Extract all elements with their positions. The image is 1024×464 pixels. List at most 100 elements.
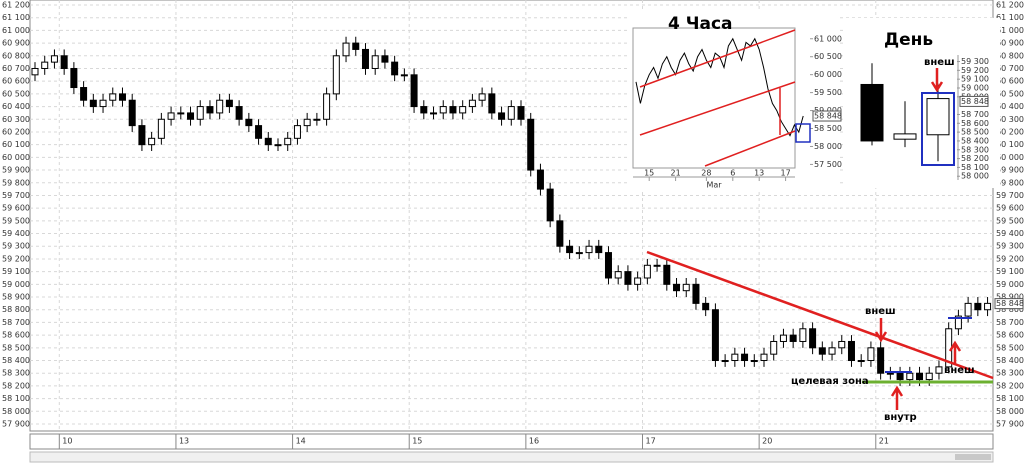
- y-tick-label: 59 300: [2, 242, 30, 251]
- last-price-label: 58 848: [996, 299, 1024, 308]
- candle-body: [148, 137, 156, 146]
- y-tick-label: 60 800: [2, 51, 30, 60]
- candle-body: [828, 347, 836, 355]
- y-tick-label: 58 600: [996, 331, 1024, 340]
- candle-body: [439, 106, 447, 114]
- y-tick-label: 57 900: [2, 420, 30, 429]
- main-chart: 61 200 61 200 61 100 61 100 61 000 61 000 60 9…: [2, 0, 1024, 449]
- candle-body: [566, 245, 574, 254]
- x-tick-label: 17: [781, 169, 791, 178]
- candle-body: [925, 372, 933, 381]
- y-tick-label: 60 200: [2, 127, 30, 136]
- candle-body: [517, 106, 525, 120]
- candle-body: [546, 188, 554, 222]
- last-price-box: [812, 110, 842, 122]
- y-tick-label: 58 600: [961, 119, 989, 128]
- y-tick-label: 58 400: [2, 356, 30, 365]
- x-tick-label: 17: [646, 437, 656, 446]
- last-price-box: [994, 298, 1024, 310]
- candle-body: [303, 118, 311, 127]
- candle-body: [89, 99, 97, 108]
- x-tick-label: 15: [644, 169, 654, 178]
- candle-body: [459, 106, 467, 114]
- candle-body: [663, 264, 671, 285]
- candle-body: [809, 328, 817, 349]
- y-tick-label: 58 400: [996, 356, 1024, 365]
- candle-body: [255, 125, 263, 139]
- y-tick-label: 61 000: [996, 26, 1024, 35]
- y-tick-label: 58 800: [2, 305, 30, 314]
- y-tick-label: 60 300: [996, 115, 1024, 124]
- trend-line: [639, 81, 796, 136]
- y-tick-label: 59 300: [961, 57, 989, 66]
- y-tick-label: 60 000: [2, 153, 30, 162]
- candle-body: [70, 67, 78, 89]
- y-tick-label: 58 700: [996, 318, 1024, 327]
- candle-body: [935, 366, 943, 374]
- candle-body: [352, 42, 360, 50]
- candle-body: [410, 74, 418, 108]
- inset-title: 4 Часа: [668, 14, 733, 34]
- candle-body: [682, 283, 690, 292]
- y-tick-label: 59 600: [996, 204, 1024, 213]
- candle-body: [507, 106, 515, 120]
- candle-body: [99, 99, 107, 108]
- y-tick-label: 58 100: [996, 394, 1024, 403]
- candle-body: [420, 106, 428, 114]
- y-tick-label: 59 400: [2, 229, 30, 238]
- candle-body: [614, 271, 622, 279]
- candle-body: [167, 112, 175, 120]
- candle-body: [264, 137, 272, 146]
- candle-body: [770, 340, 778, 355]
- y-tick-label: 59 000: [2, 280, 30, 289]
- candle-body: [60, 55, 68, 69]
- candle-body: [789, 334, 797, 342]
- date-strip: [29, 433, 994, 450]
- price-line: [635, 37, 804, 137]
- last-price-box: [959, 95, 989, 107]
- candle-body: [926, 98, 950, 136]
- x-tick-label: 15: [412, 437, 422, 446]
- candle-body: [31, 67, 39, 76]
- candle-body: [595, 245, 603, 254]
- y-tick-label: 59 900: [2, 166, 30, 175]
- y-tick-label: 60 100: [996, 140, 1024, 149]
- candle-body: [536, 169, 544, 190]
- candle-body: [80, 87, 88, 101]
- candle-body: [711, 309, 719, 362]
- candle-body: [692, 283, 700, 304]
- candle-body: [604, 252, 612, 279]
- y-tick-label: 60 000: [996, 153, 1024, 162]
- y-tick-label: 58 300: [996, 369, 1024, 378]
- y-tick-label: 58 500: [2, 343, 30, 352]
- candle-body: [857, 360, 865, 363]
- candle-body: [731, 353, 739, 362]
- y-tick-label: 58 000: [2, 407, 30, 416]
- candle-body: [138, 125, 146, 146]
- y-tick-label: 59 100: [996, 267, 1024, 276]
- candle-body: [468, 99, 476, 108]
- scrollbar[interactable]: [29, 451, 994, 463]
- candle-body: [293, 125, 301, 139]
- y-tick-label: 58 200: [2, 381, 30, 390]
- candle-body: [624, 271, 632, 285]
- y-tick-label: 60 400: [996, 102, 1024, 111]
- y-tick-label: 60 200: [996, 127, 1024, 136]
- candle-body: [643, 264, 651, 279]
- candle-body: [400, 74, 408, 77]
- y-tick-label: 58 700: [2, 318, 30, 327]
- candle-body: [741, 353, 749, 362]
- x-tick-label: 21: [879, 437, 889, 446]
- y-tick-label: 60 500: [2, 89, 30, 98]
- candle-body: [877, 347, 885, 374]
- trend-line: [646, 250, 994, 380]
- candle-body: [556, 220, 564, 247]
- y-tick-label: 58 400: [961, 136, 989, 145]
- candle-body: [702, 302, 710, 311]
- y-tick-label: 60 600: [2, 77, 30, 86]
- y-tick-label: 59 200: [2, 254, 30, 263]
- candle-body: [323, 93, 331, 120]
- arrow: [874, 318, 888, 343]
- scroll-thumb[interactable]: [955, 454, 991, 460]
